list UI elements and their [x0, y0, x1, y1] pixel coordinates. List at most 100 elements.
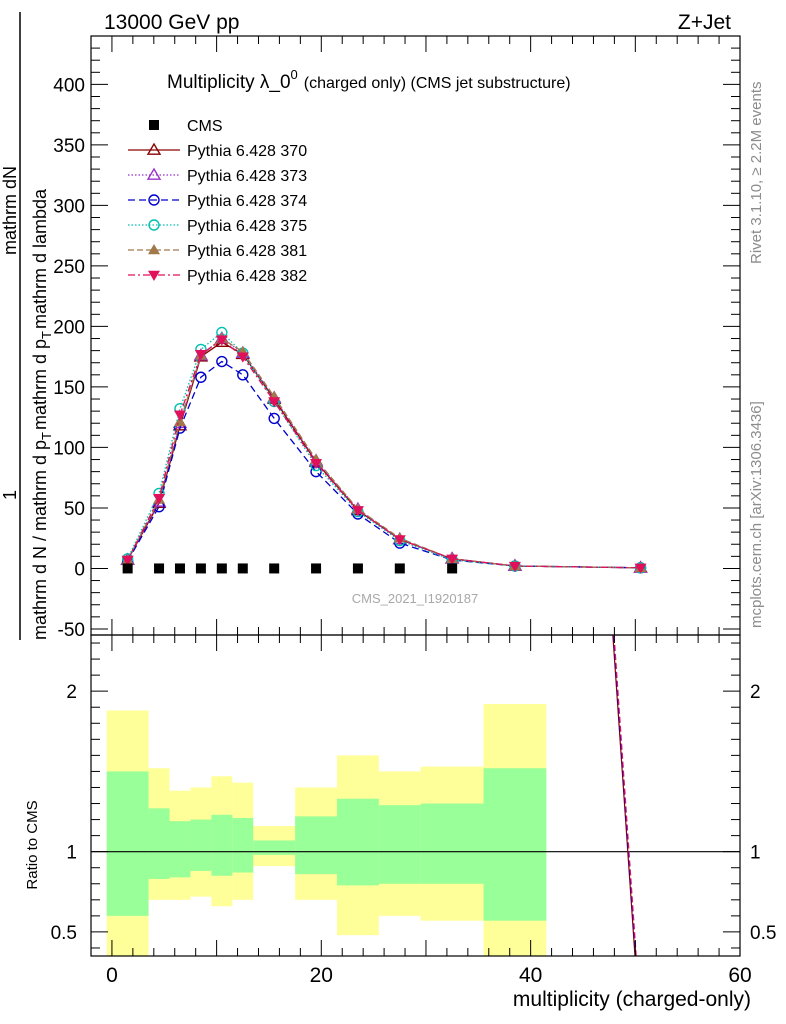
series-point: [508, 561, 521, 573]
ratio-inner-band: [253, 840, 296, 855]
cms-data-point: [394, 563, 405, 574]
ratio-inner-band: [211, 814, 233, 876]
main-ytick-label: -50: [58, 620, 85, 641]
cms-data-point: [447, 563, 458, 574]
ratio-ytick-label-right: 2: [750, 682, 761, 703]
ylabel-one: 1: [0, 490, 20, 500]
ratio-ytick-label: 0.5: [51, 923, 77, 944]
ratio-inner-band: [148, 808, 170, 879]
ratio-inner-band: [336, 798, 379, 886]
series-point: [268, 397, 281, 408]
ratio-inner-band: [295, 816, 337, 875]
rivet-label: Rivet 3.1.10, ≥ 2.2M events: [748, 82, 765, 265]
series-point: [121, 555, 134, 566]
main-ytick-label: 350: [53, 136, 85, 157]
main-ytick-label: 100: [53, 438, 85, 459]
ratio-inner-band: [378, 805, 421, 884]
mcplots-label: mcplots.cern.ch [arXiv:1306.3436]: [748, 401, 765, 628]
main-title-text: Multiplicity λ_0: [167, 72, 291, 93]
legend-marker: [148, 244, 160, 255]
cms-data-point: [352, 563, 363, 574]
legend-marker: [148, 270, 160, 281]
ylabel-sub-2: T: [39, 331, 54, 339]
series-line: [127, 360, 641, 569]
ratio-frame: [90, 634, 741, 957]
cms-data-point: [154, 563, 165, 574]
legend-marker: [148, 194, 160, 206]
series-point: [173, 416, 186, 427]
ylabel-den-part1: mathrm d N / mathrm d p: [30, 440, 50, 640]
cms-data-point: [174, 563, 185, 574]
main-ytick-label: 150: [53, 378, 85, 399]
legend-label: Pythia 6.428 375: [187, 218, 307, 235]
series-point: [216, 355, 228, 368]
main-ytick-label: 250: [53, 257, 85, 278]
legend-label: Pythia 6.428 382: [187, 268, 307, 285]
main-ytick-label: 400: [53, 75, 85, 96]
legend: CMS Pythia 6.428 370 Pythia 6.428 373 Pythi…: [128, 118, 307, 285]
series-point: [393, 535, 406, 546]
series-point: [237, 369, 249, 381]
cms-data-point: [216, 563, 227, 574]
ratio-xtick-label: 20: [310, 964, 333, 987]
ylabel-den-part2: mathrm d p: [30, 339, 50, 430]
series-line: [127, 341, 641, 569]
series-point: [351, 506, 364, 517]
ylabel-sub-1: T: [39, 432, 54, 440]
legend-cms-label: CMS: [187, 118, 223, 135]
main-panel: -50 0 50 100 150 200 250 300 350 400: [53, 35, 741, 641]
series-point: [173, 410, 186, 421]
series-point: [310, 458, 323, 470]
main-title-suffix: (charged only) (CMS jet substructure): [304, 75, 571, 92]
legend-marker: [146, 142, 162, 155]
series-point: [153, 494, 166, 505]
analysis-watermark: CMS_2021_I1920187: [352, 591, 479, 606]
main-data-layer: [120, 326, 648, 574]
main-ylabel: mathrm d N / mathrm d pTmathrm d pTmathr…: [0, 12, 54, 640]
series-point: [195, 371, 207, 383]
cms-data-point: [237, 563, 248, 574]
series-point: [215, 335, 228, 346]
cms-data-point: [195, 563, 206, 574]
cms-data-point: [269, 563, 280, 574]
ratio-ytick-label-right: 0.5: [750, 923, 776, 944]
series-point: [446, 554, 459, 565]
ylabel-numerator: mathrm dN: [0, 166, 20, 255]
ratio-bands: [91, 635, 740, 956]
ratio-mc-line: [613, 635, 637, 956]
ratio-ytick-label-right: 1: [750, 843, 761, 864]
main-ytick-label: 300: [53, 196, 85, 217]
ratio-inner-band: [169, 821, 191, 878]
ratio-xtick-label: 60: [728, 964, 751, 987]
series-point: [194, 350, 207, 361]
ratio-inner-band: [420, 803, 484, 884]
main-title: Multiplicity λ_00 (charged only) (CMS jet…: [167, 67, 571, 93]
main-title-sup: 0: [291, 67, 298, 82]
ratio-ylabel: Ratio to CMS: [24, 800, 41, 889]
cms-data-point: [311, 563, 322, 574]
main-ytick-label: 0: [74, 559, 85, 580]
ratio-xtick-label: 0: [106, 964, 118, 987]
series-point: [634, 563, 647, 574]
ratio-ytick-label: 1: [66, 843, 77, 864]
ratio-xtick-label: 40: [519, 964, 542, 987]
process-label: Z+Jet: [678, 11, 731, 34]
ratio-xlabel: multiplicity (charged-only): [513, 988, 751, 1011]
legend-label: Pythia 6.428 381: [187, 243, 307, 260]
legend-marker: [148, 219, 160, 231]
energy-label: 13000 GeV pp: [104, 11, 239, 34]
series-point: [268, 412, 280, 425]
legend-label: Pythia 6.428 373: [187, 168, 307, 185]
main-ytick-label: 50: [64, 499, 85, 520]
cms-data-point: [122, 563, 133, 574]
main-ytick-label: 200: [53, 317, 85, 338]
legend-label: Pythia 6.428 370: [187, 143, 307, 160]
ratio-inner-band: [232, 817, 254, 873]
ratio-inner-band: [190, 819, 212, 871]
legend-cms-marker: [149, 120, 159, 130]
legend-label: Pythia 6.428 374: [187, 193, 307, 210]
ratio-panel: 0 20 40 60 0.5 0.5 1 1 2 2: [51, 634, 776, 987]
legend-marker: [146, 167, 162, 180]
ratio-inner-band: [106, 771, 149, 916]
